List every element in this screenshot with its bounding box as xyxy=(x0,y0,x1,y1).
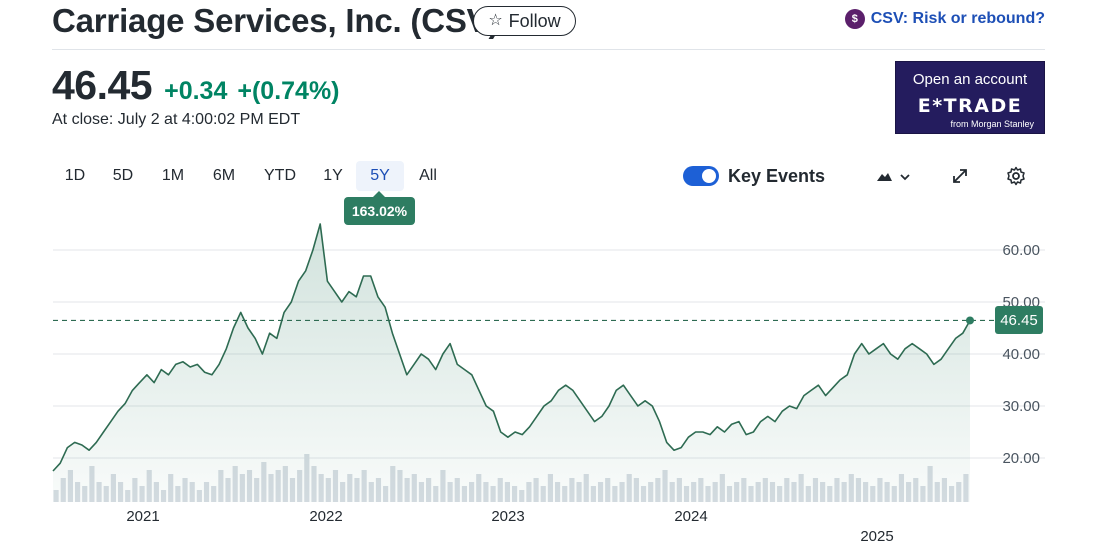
price-line xyxy=(52,223,971,472)
range-5d[interactable]: 5D xyxy=(112,167,134,184)
page-header: Carriage Services, Inc. (CSV) ☆ Follow $… xyxy=(52,0,1045,50)
current-price-dot xyxy=(966,316,974,325)
range-1y[interactable]: 1Y xyxy=(323,167,343,184)
price-change: +0.34 xyxy=(164,77,228,105)
page-title: Carriage Services, Inc. (CSV) xyxy=(52,2,500,39)
toggle-knob xyxy=(702,169,716,183)
key-events-label: Key Events xyxy=(728,166,826,186)
range-all[interactable]: All xyxy=(419,167,437,184)
y-tick-label: 60.00 xyxy=(1002,242,1040,259)
x-tick-label: 2022 xyxy=(309,508,342,525)
x-tick-label: 2023 xyxy=(491,508,524,525)
follow-button[interactable]: ☆ Follow xyxy=(473,6,576,36)
expand-button[interactable] xyxy=(948,164,972,188)
risk-insight-link[interactable]: $ CSV: Risk or rebound? xyxy=(844,9,1045,29)
chart-type-selector[interactable] xyxy=(872,164,914,188)
settings-button[interactable] xyxy=(1004,164,1028,188)
range-1d[interactable]: 1D xyxy=(64,167,86,184)
range-ytd[interactable]: YTD xyxy=(264,167,296,184)
market-close-time: At close: July 2 at 4:00:02 PM EDT xyxy=(52,111,301,128)
range-5y[interactable]: 5Y xyxy=(356,161,404,191)
y-tick-label: 30.00 xyxy=(1002,398,1040,415)
x-tick-label: 2025 xyxy=(860,528,893,545)
expand-icon xyxy=(953,169,967,183)
follow-label: Follow xyxy=(508,10,561,31)
ad-headline: Open an account xyxy=(912,71,1028,88)
x-tick-label: 2024 xyxy=(674,508,707,525)
mountain-chart-icon xyxy=(877,173,910,181)
ad-brand-logo: E*TRADE xyxy=(917,95,1023,117)
insight-icon: $ xyxy=(844,9,865,29)
y-tick-label: 40.00 xyxy=(1002,346,1040,363)
etrade-ad[interactable]: Open an account E*TRADE from Morgan Stan… xyxy=(895,61,1045,134)
range-6m[interactable]: 6M xyxy=(212,167,236,184)
quote-summary: 46.45 +0.34 +(0.74%) xyxy=(52,62,340,108)
current-price-label: 46.45 xyxy=(995,306,1043,334)
x-tick-label: 2021 xyxy=(126,508,159,525)
y-tick-label: 20.00 xyxy=(1002,450,1040,467)
price-change-percent: +(0.74%) xyxy=(237,77,340,105)
price-chart[interactable]: 60.00 50.00 40.00 30.00 20.00 2021 2022 2023 202… xyxy=(0,200,1100,553)
star-icon: ☆ xyxy=(488,12,503,29)
range-return-tooltip: 163.02% xyxy=(344,191,415,225)
range-1m[interactable]: 1M xyxy=(161,167,185,184)
ad-subline: from Morgan Stanley xyxy=(950,119,1034,129)
risk-link-label: CSV: Risk or rebound? xyxy=(870,10,1045,27)
price-area xyxy=(53,224,970,502)
current-price: 46.45 xyxy=(52,62,153,108)
key-events-toggle[interactable] xyxy=(683,166,719,186)
gear-icon xyxy=(1007,166,1025,186)
